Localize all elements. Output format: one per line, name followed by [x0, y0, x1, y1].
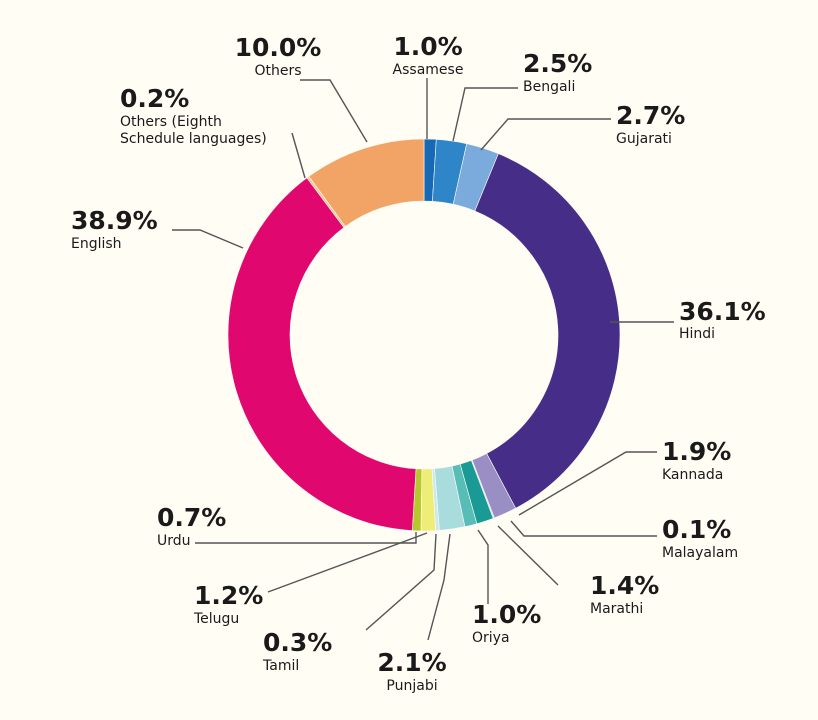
percent-label-marathi: 1.4%: [590, 571, 659, 600]
percent-label-gujarati: 2.7%: [616, 101, 685, 130]
percent-label-others-eighth-schedule-languages: 0.2%: [120, 84, 189, 113]
category-label-malayalam: Malayalam: [662, 545, 738, 561]
category-label-tamil: Tamil: [262, 658, 299, 674]
percent-label-malayalam: 0.1%: [662, 515, 731, 544]
percent-label-assamese: 1.0%: [393, 32, 462, 61]
leader-line-urdu: [195, 532, 417, 544]
percent-label-bengali: 2.5%: [523, 49, 592, 78]
category-label-urdu: Urdu: [157, 533, 191, 549]
percent-label-punjabi: 2.1%: [377, 648, 446, 677]
leader-line-malayalam: [510, 520, 657, 537]
slice-hindi: [474, 153, 621, 509]
leader-line-others-eighth-schedule-languages: [291, 132, 306, 179]
percent-label-oriya: 1.0%: [472, 600, 541, 629]
category-label-english: English: [71, 236, 122, 252]
percent-label-hindi: 36.1%: [679, 297, 766, 326]
category-label-punjabi: Punjabi: [386, 678, 437, 694]
percent-label-tamil: 0.3%: [263, 628, 332, 657]
percent-label-telugu: 1.2%: [194, 581, 263, 610]
category-label-bengali: Bengali: [523, 79, 575, 95]
category-label-kannada: Kannada: [662, 467, 723, 483]
leader-line-bengali: [452, 87, 518, 142]
category-label-telugu: Telugu: [193, 611, 239, 627]
category-label-others: Others: [254, 63, 301, 79]
category-label-assamese: Assamese: [393, 62, 464, 78]
category-label-oriya: Oriya: [472, 630, 510, 646]
leader-line-tamil: [365, 533, 437, 631]
percent-label-others: 10.0%: [235, 33, 322, 62]
leader-lines-group: [172, 78, 674, 641]
leader-line-oriya: [477, 529, 489, 604]
category-label-gujarati: Gujarati: [616, 131, 672, 147]
labels-group: 1.0%Assamese 2.5%Bengali2.7%Gujarati36.1%…: [71, 32, 766, 694]
percent-label-urdu: 0.7%: [157, 503, 226, 532]
leader-line-marathi: [497, 525, 559, 586]
slice-english: [227, 177, 417, 531]
category-label-others-eighth-schedule-languages: Others (Eighth Schedule languages): [120, 114, 267, 147]
leader-line-kannada: [518, 451, 657, 516]
leader-line-telugu: [267, 532, 428, 593]
slice-others: [308, 138, 425, 227]
leader-line-english: [172, 229, 244, 249]
leader-line-gujarati: [480, 118, 611, 151]
category-label-marathi: Marathi: [590, 601, 643, 617]
category-label-hindi: Hindi: [679, 326, 715, 342]
percent-label-kannada: 1.9%: [662, 437, 731, 466]
leader-line-others: [300, 79, 368, 143]
percent-label-english: 38.9%: [71, 206, 158, 235]
slices-group: [227, 138, 621, 532]
leader-line-punjabi: [427, 533, 451, 641]
